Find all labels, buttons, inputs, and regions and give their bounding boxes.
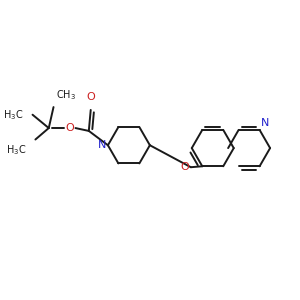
Text: H$_3$C: H$_3$C — [5, 143, 26, 157]
Text: N: N — [261, 118, 269, 128]
Text: O: O — [65, 123, 74, 133]
Text: O: O — [86, 92, 95, 102]
Text: H$_3$C: H$_3$C — [3, 108, 23, 122]
Text: CH$_3$: CH$_3$ — [56, 88, 76, 102]
Text: O: O — [181, 162, 190, 172]
Text: N: N — [98, 140, 106, 150]
